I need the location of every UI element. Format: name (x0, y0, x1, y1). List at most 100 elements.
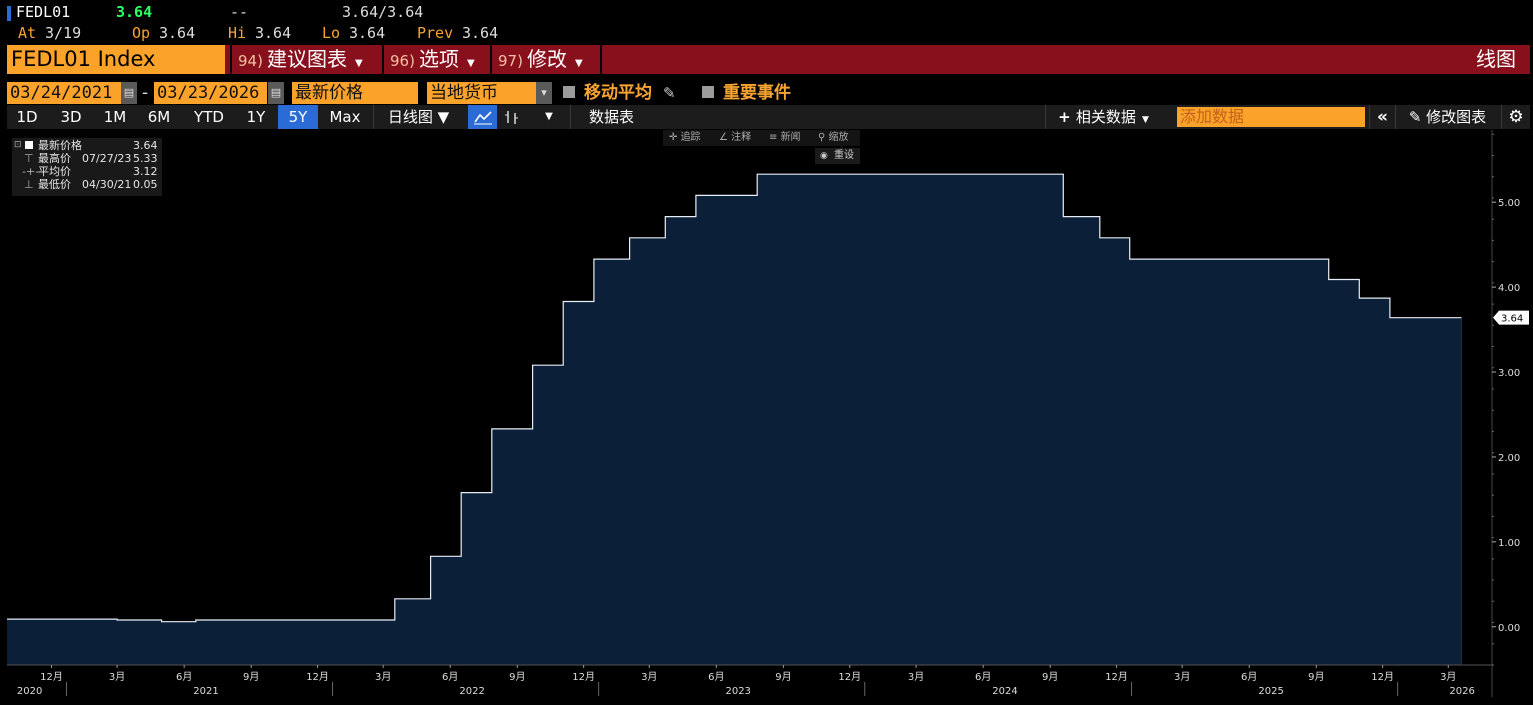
period-5y-button[interactable]: 5Y (278, 105, 318, 129)
menu-label: 选项 (418, 47, 459, 71)
at-label: At (18, 24, 37, 42)
series-line (7, 173, 1462, 623)
data-table-button[interactable]: 数据表 (570, 105, 652, 129)
x-month-label: 6月 (442, 671, 458, 683)
menu-label: 建议图表 (266, 47, 347, 71)
prev-label: Prev (417, 24, 454, 42)
expand-icon[interactable]: ⊡ (14, 140, 22, 150)
x-year-label: 2021 (193, 686, 218, 697)
legend-label: 平均价 (38, 165, 71, 178)
magnifier-icon: ⚲ (818, 132, 829, 143)
legend-value: 0.05 (133, 178, 158, 191)
y-tick-label: 5.00 (1498, 198, 1520, 209)
gear-icon[interactable]: ⚙ (1501, 105, 1530, 129)
radio-icon: ◉ (820, 151, 828, 161)
y-tick-label: 4.00 (1498, 283, 1520, 294)
pencil-icon[interactable]: ✎ (663, 84, 676, 102)
chart-tools-bar: ✛ 追踪 ∠ 注释 ≡ 新闻 ⚲ 缩放 (663, 130, 860, 146)
x-month-label: 3月 (1174, 671, 1190, 683)
legend-row-low: ⊥ 最低价 04/30/21 0.05 (12, 178, 162, 191)
legend-date: 04/30/21 (82, 178, 132, 191)
news-icon: ≡ (769, 132, 781, 143)
news-label: 新闻 (780, 132, 801, 143)
x-month-label: 9月 (1042, 671, 1058, 683)
x-year-label: 2023 (725, 686, 750, 697)
x-month-label: 12月 (1371, 671, 1394, 683)
frequency-select[interactable]: 日线图 ▼ (373, 105, 463, 129)
reset-zoom-button[interactable]: ◉ 重设 (815, 148, 860, 164)
moving-average-checkbox[interactable] (563, 86, 575, 98)
annotate-tool[interactable]: ∠ 注释 (719, 130, 751, 146)
key-events-checkbox[interactable] (702, 86, 714, 98)
edit-menu[interactable]: 97) 修改 ▼ (490, 45, 600, 74)
period-3d-button[interactable]: 3D (60, 108, 82, 126)
divider (600, 45, 602, 74)
collapse-icon[interactable]: « (1369, 105, 1395, 129)
ticker-change: -- (230, 3, 249, 21)
x-month-label: 3月 (641, 671, 657, 683)
x-month-label: 12月 (1105, 671, 1128, 683)
high-label: Hi (228, 24, 247, 42)
y-tick-label: 1.00 (1498, 538, 1520, 549)
end-date-input[interactable]: 03/23/2026 (154, 82, 267, 104)
moving-average-label[interactable]: 移动平均 (584, 83, 652, 103)
options-menu[interactable]: 96) 选项 ▼ (382, 45, 490, 74)
related-data-label: 相关数据 (1075, 108, 1136, 126)
plus-icon: + (1058, 108, 1076, 126)
chevron-down-icon[interactable]: ▾ (536, 82, 552, 104)
high-marker-icon: ⊤ (24, 152, 34, 165)
suggested-charts-menu[interactable]: 94) 建议图表 ▼ (230, 45, 382, 74)
low-value: 3.64 (349, 24, 386, 42)
title-bar: FEDL01 Index 94) 建议图表 ▼ 96) 选项 ▼ 97) 修改 ▼ 线图 (7, 45, 1530, 74)
line-chart-icon[interactable] (468, 105, 497, 129)
x-year-label: 2022 (459, 686, 484, 697)
period-1d-button[interactable]: 1D (16, 108, 38, 126)
low-marker-icon: ⊥ (24, 178, 34, 191)
legend-value: 3.12 (133, 165, 158, 178)
series-swatch (25, 141, 33, 149)
period-1y-button[interactable]: 1Y (246, 108, 266, 126)
price-chart[interactable]: 0.00 1.00 2.00 3.00 4.00 5.00 3.64 12月 3月 6月 9月 12月… (7, 130, 1530, 697)
x-month-label: 3月 (908, 671, 924, 683)
track-tool[interactable]: ✛ 追踪 (669, 130, 701, 146)
x-month-label: 9月 (243, 671, 259, 683)
last-value-tag (1493, 310, 1529, 325)
period-1m-button[interactable]: 1M (103, 108, 127, 126)
related-data-button[interactable]: + 相关数据 ▼ (1045, 105, 1161, 129)
legend-label: 最新价格 (38, 139, 82, 152)
chevron-down-icon[interactable]: ▼ (545, 111, 553, 122)
annotate-label: 注释 (731, 132, 752, 143)
add-data-input[interactable]: 添加数据 (1177, 107, 1365, 127)
legend-label: 最低价 (38, 178, 71, 191)
period-max-button[interactable]: Max (329, 108, 361, 126)
zoom-tool[interactable]: ⚲ 缩放 (818, 130, 849, 146)
calendar-icon[interactable]: ▤ (268, 82, 284, 104)
x-year-label: 2024 (992, 686, 1017, 697)
currency-select[interactable]: 当地货币 (427, 82, 537, 104)
news-tool[interactable]: ≡ 新闻 (769, 130, 801, 146)
line-chart-glyph (473, 111, 492, 125)
chevron-down-icon: ▼ (354, 58, 363, 69)
menu-number: 96) (390, 52, 415, 70)
date-separator: - (142, 83, 149, 103)
ticker-bid-ask: 3.64/3.64 (342, 3, 424, 21)
key-events-label[interactable]: 重要事件 (723, 83, 791, 103)
period-6m-button[interactable]: 6M (147, 108, 171, 126)
ohlc-glyph (505, 111, 518, 124)
legend-row-high: ⊤ 最高价 07/27/23 5.33 (12, 152, 162, 165)
security-field[interactable]: FEDL01 Index (7, 45, 225, 74)
x-month-label: 12月 (838, 671, 861, 683)
bar-chart-icon[interactable] (498, 105, 526, 129)
edit-chart-label: 修改图表 (1426, 108, 1487, 126)
y-tick-label: 2.00 (1498, 453, 1520, 464)
price-field-select[interactable]: 最新价格 (292, 82, 418, 104)
zoom-label: 缩放 (828, 132, 849, 143)
x-month-label: 9月 (509, 671, 525, 683)
period-ytd-button[interactable]: YTD (194, 108, 224, 126)
edit-chart-button[interactable]: ✎ 修改图表 (1395, 105, 1499, 129)
start-date-input[interactable]: 03/24/2021 (7, 82, 121, 104)
chevron-down-icon: ▼ (466, 58, 475, 69)
calendar-icon[interactable]: ▤ (121, 82, 137, 104)
chart-type-label: 线图 (1476, 47, 1516, 71)
x-month-label: 12月 (306, 671, 329, 683)
